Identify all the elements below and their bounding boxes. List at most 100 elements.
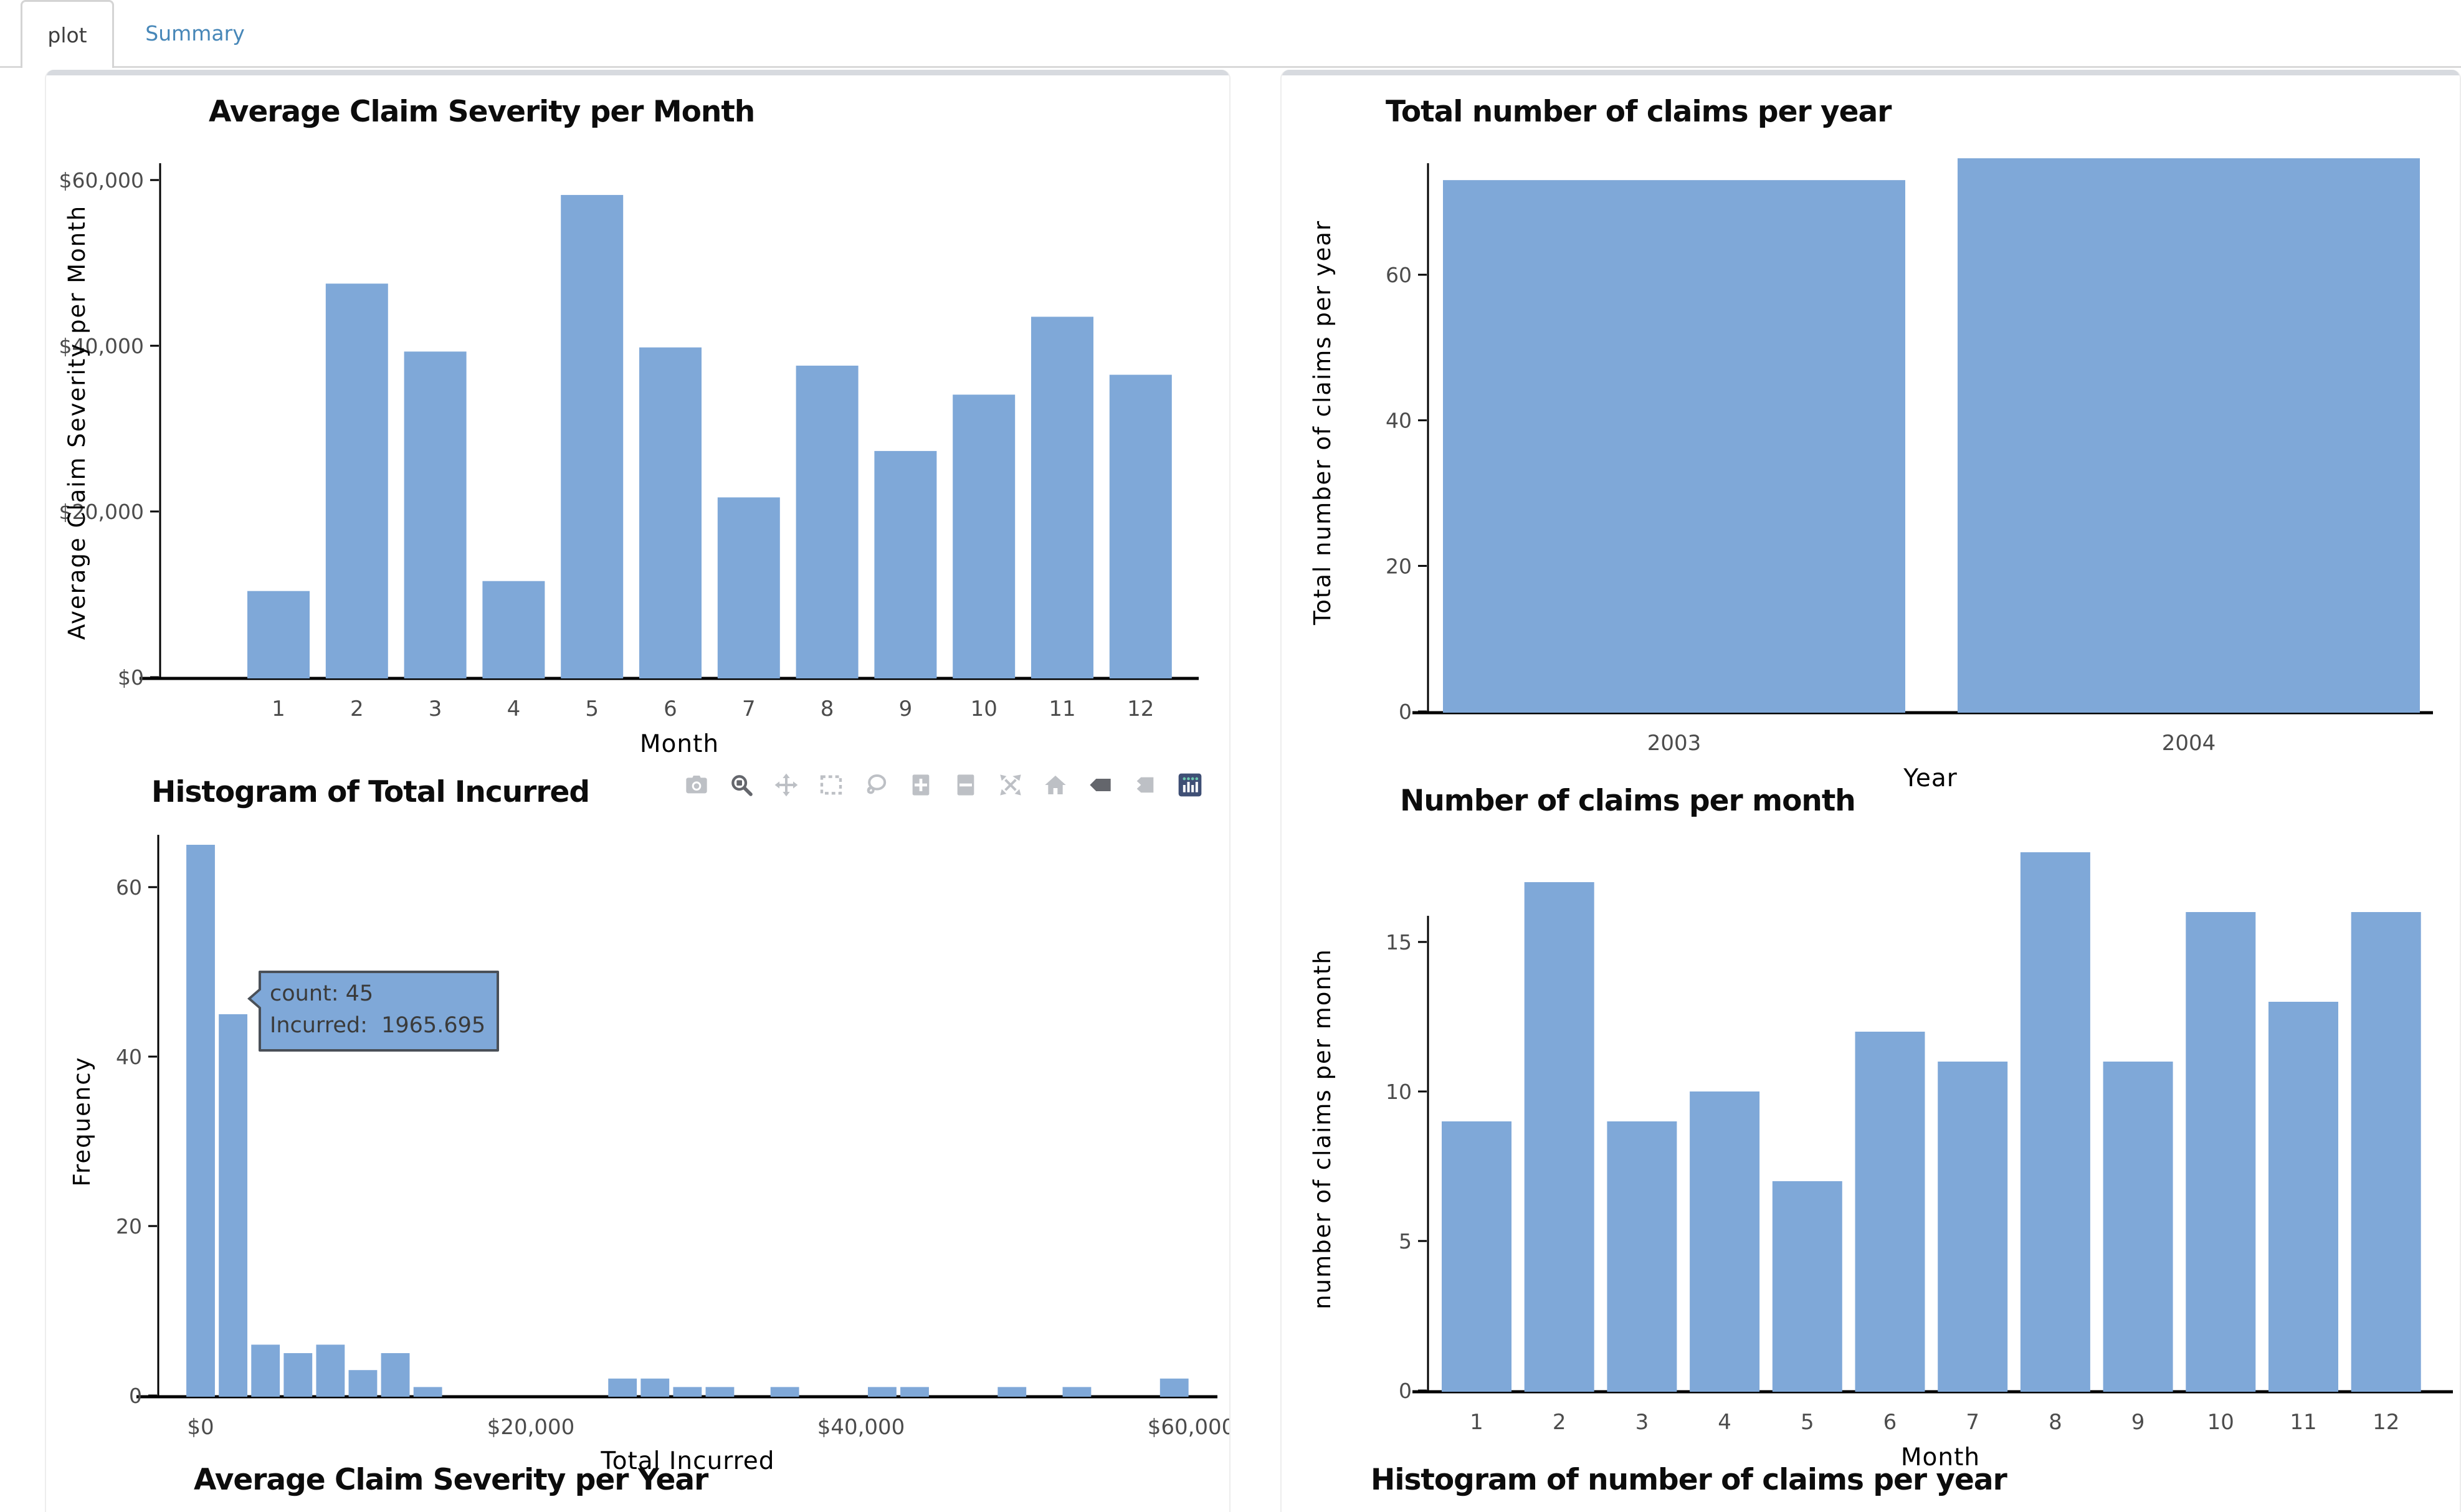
bar[interactable] — [1159, 1378, 1189, 1397]
chart-title-claims-per-month: Number of claims per month — [1400, 784, 1856, 818]
y-axis-label: Average Claim Severity per Month — [64, 205, 90, 640]
bar[interactable] — [1938, 1062, 2008, 1392]
bar[interactable] — [717, 497, 780, 678]
zoom-in-icon[interactable] — [907, 769, 935, 801]
bar[interactable] — [1772, 1181, 1842, 1392]
bar[interactable] — [482, 581, 545, 678]
tab-summary-label: Summary — [145, 21, 245, 45]
hover-compare-icon[interactable] — [1131, 769, 1159, 801]
bar[interactable] — [404, 351, 467, 678]
tooltip-incurred: Incurred: 1965.695 — [270, 1013, 486, 1038]
tick-label: 8 — [2049, 1410, 2062, 1435]
tick-label: 6 — [1883, 1410, 1897, 1435]
bar[interactable] — [705, 1387, 735, 1397]
bar[interactable] — [1442, 1121, 1511, 1392]
bar[interactable] — [639, 347, 702, 678]
lasso-icon[interactable] — [862, 769, 890, 801]
bar[interactable] — [1031, 316, 1093, 678]
tick-label: 7 — [1966, 1410, 1979, 1435]
tick-label: 11 — [1049, 697, 1075, 721]
tick-label: 1 — [272, 697, 285, 721]
bar[interactable] — [2186, 912, 2256, 1392]
tick-label: 60 — [1386, 263, 1412, 287]
bar[interactable] — [673, 1387, 702, 1397]
tick-label: 9 — [899, 697, 913, 721]
zoom-icon[interactable] — [728, 769, 755, 801]
bar[interactable] — [1443, 180, 1905, 713]
tick-label: 4 — [1718, 1410, 1731, 1435]
y-axis-label: Total number of claims per year — [1309, 220, 1336, 625]
tick-label: 1 — [1470, 1410, 1483, 1435]
tick-label: 20 — [116, 1214, 142, 1239]
tick-label: $40,000 — [817, 1415, 905, 1440]
bar[interactable] — [1690, 1091, 1760, 1392]
x-axis-label: Year — [1903, 764, 1958, 792]
tick-label: $20,000 — [59, 500, 144, 524]
chart-title-avg-severity-month: Average Claim Severity per Month — [209, 95, 755, 129]
bar[interactable] — [2351, 912, 2421, 1392]
bar[interactable] — [283, 1353, 313, 1397]
bar[interactable] — [796, 365, 859, 678]
autoscale-icon[interactable] — [997, 769, 1024, 801]
tick-label: 2004 — [2162, 731, 2216, 756]
tick-label: $0 — [187, 1415, 214, 1440]
x-axis-label: Month — [640, 730, 719, 758]
plotly-modebar — [683, 769, 1221, 801]
bar[interactable] — [953, 394, 1016, 678]
tick-label: 20 — [1386, 554, 1412, 578]
y-axis-label: number of claims per month — [1309, 948, 1336, 1310]
bar[interactable] — [1607, 1121, 1677, 1392]
hover-tooltip: count: 45 Incurred: 1965.695 — [247, 971, 500, 1052]
bar[interactable] — [219, 1014, 248, 1397]
tick-label: 0 — [129, 1384, 142, 1408]
bar[interactable] — [381, 1353, 410, 1397]
bar[interactable] — [2020, 852, 2090, 1392]
pan-icon[interactable] — [773, 769, 800, 801]
tick-label: 10 — [2207, 1410, 2234, 1435]
bar[interactable] — [2103, 1062, 2173, 1392]
tick-label: 5 — [585, 697, 599, 721]
bar[interactable] — [1958, 158, 2420, 713]
tick-label: 7 — [742, 697, 756, 721]
camera-icon[interactable] — [683, 769, 710, 801]
bar[interactable] — [1062, 1387, 1092, 1397]
panel-right: Total number of claims per year Number o… — [1280, 70, 2461, 1512]
bar[interactable] — [316, 1344, 345, 1397]
bar[interactable] — [1109, 374, 1172, 678]
box-select-icon[interactable] — [817, 769, 845, 801]
bar[interactable] — [251, 1344, 280, 1397]
tick-label: 2 — [1553, 1410, 1566, 1435]
bar[interactable] — [413, 1387, 442, 1397]
bar[interactable] — [348, 1370, 378, 1397]
bar[interactable] — [186, 845, 215, 1397]
bar[interactable] — [2268, 1002, 2338, 1392]
plotly-logo-icon[interactable] — [1176, 769, 1204, 801]
zoom-out-icon[interactable] — [952, 769, 979, 801]
tick-label: 12 — [2373, 1410, 2399, 1435]
tick-label: 11 — [2290, 1410, 2316, 1435]
chart-title-claims-per-year: Total number of claims per year — [1386, 95, 1892, 129]
bar[interactable] — [247, 591, 310, 678]
tab-summary[interactable]: Summary — [114, 0, 276, 66]
tooltip-arrow-icon — [247, 987, 261, 1010]
hover-closest-icon[interactable] — [1087, 769, 1114, 801]
bar[interactable] — [867, 1387, 897, 1397]
bar[interactable] — [561, 194, 624, 678]
bar[interactable] — [770, 1387, 799, 1397]
home-icon[interactable] — [1042, 769, 1069, 801]
bar[interactable] — [900, 1387, 929, 1397]
bar[interactable] — [874, 450, 937, 678]
bar[interactable] — [325, 283, 388, 678]
bar[interactable] — [1855, 1032, 1925, 1392]
bar[interactable] — [640, 1378, 670, 1397]
bar[interactable] — [997, 1387, 1027, 1397]
tab-plot[interactable]: plot — [21, 0, 114, 68]
bar[interactable] — [1524, 882, 1594, 1392]
tick-label: 5 — [1801, 1410, 1814, 1435]
tick-label: 60 — [116, 875, 142, 900]
x-axis-label: Total Incurred — [600, 1447, 774, 1475]
tick-label: 9 — [2131, 1410, 2145, 1435]
bar[interactable] — [608, 1378, 637, 1397]
